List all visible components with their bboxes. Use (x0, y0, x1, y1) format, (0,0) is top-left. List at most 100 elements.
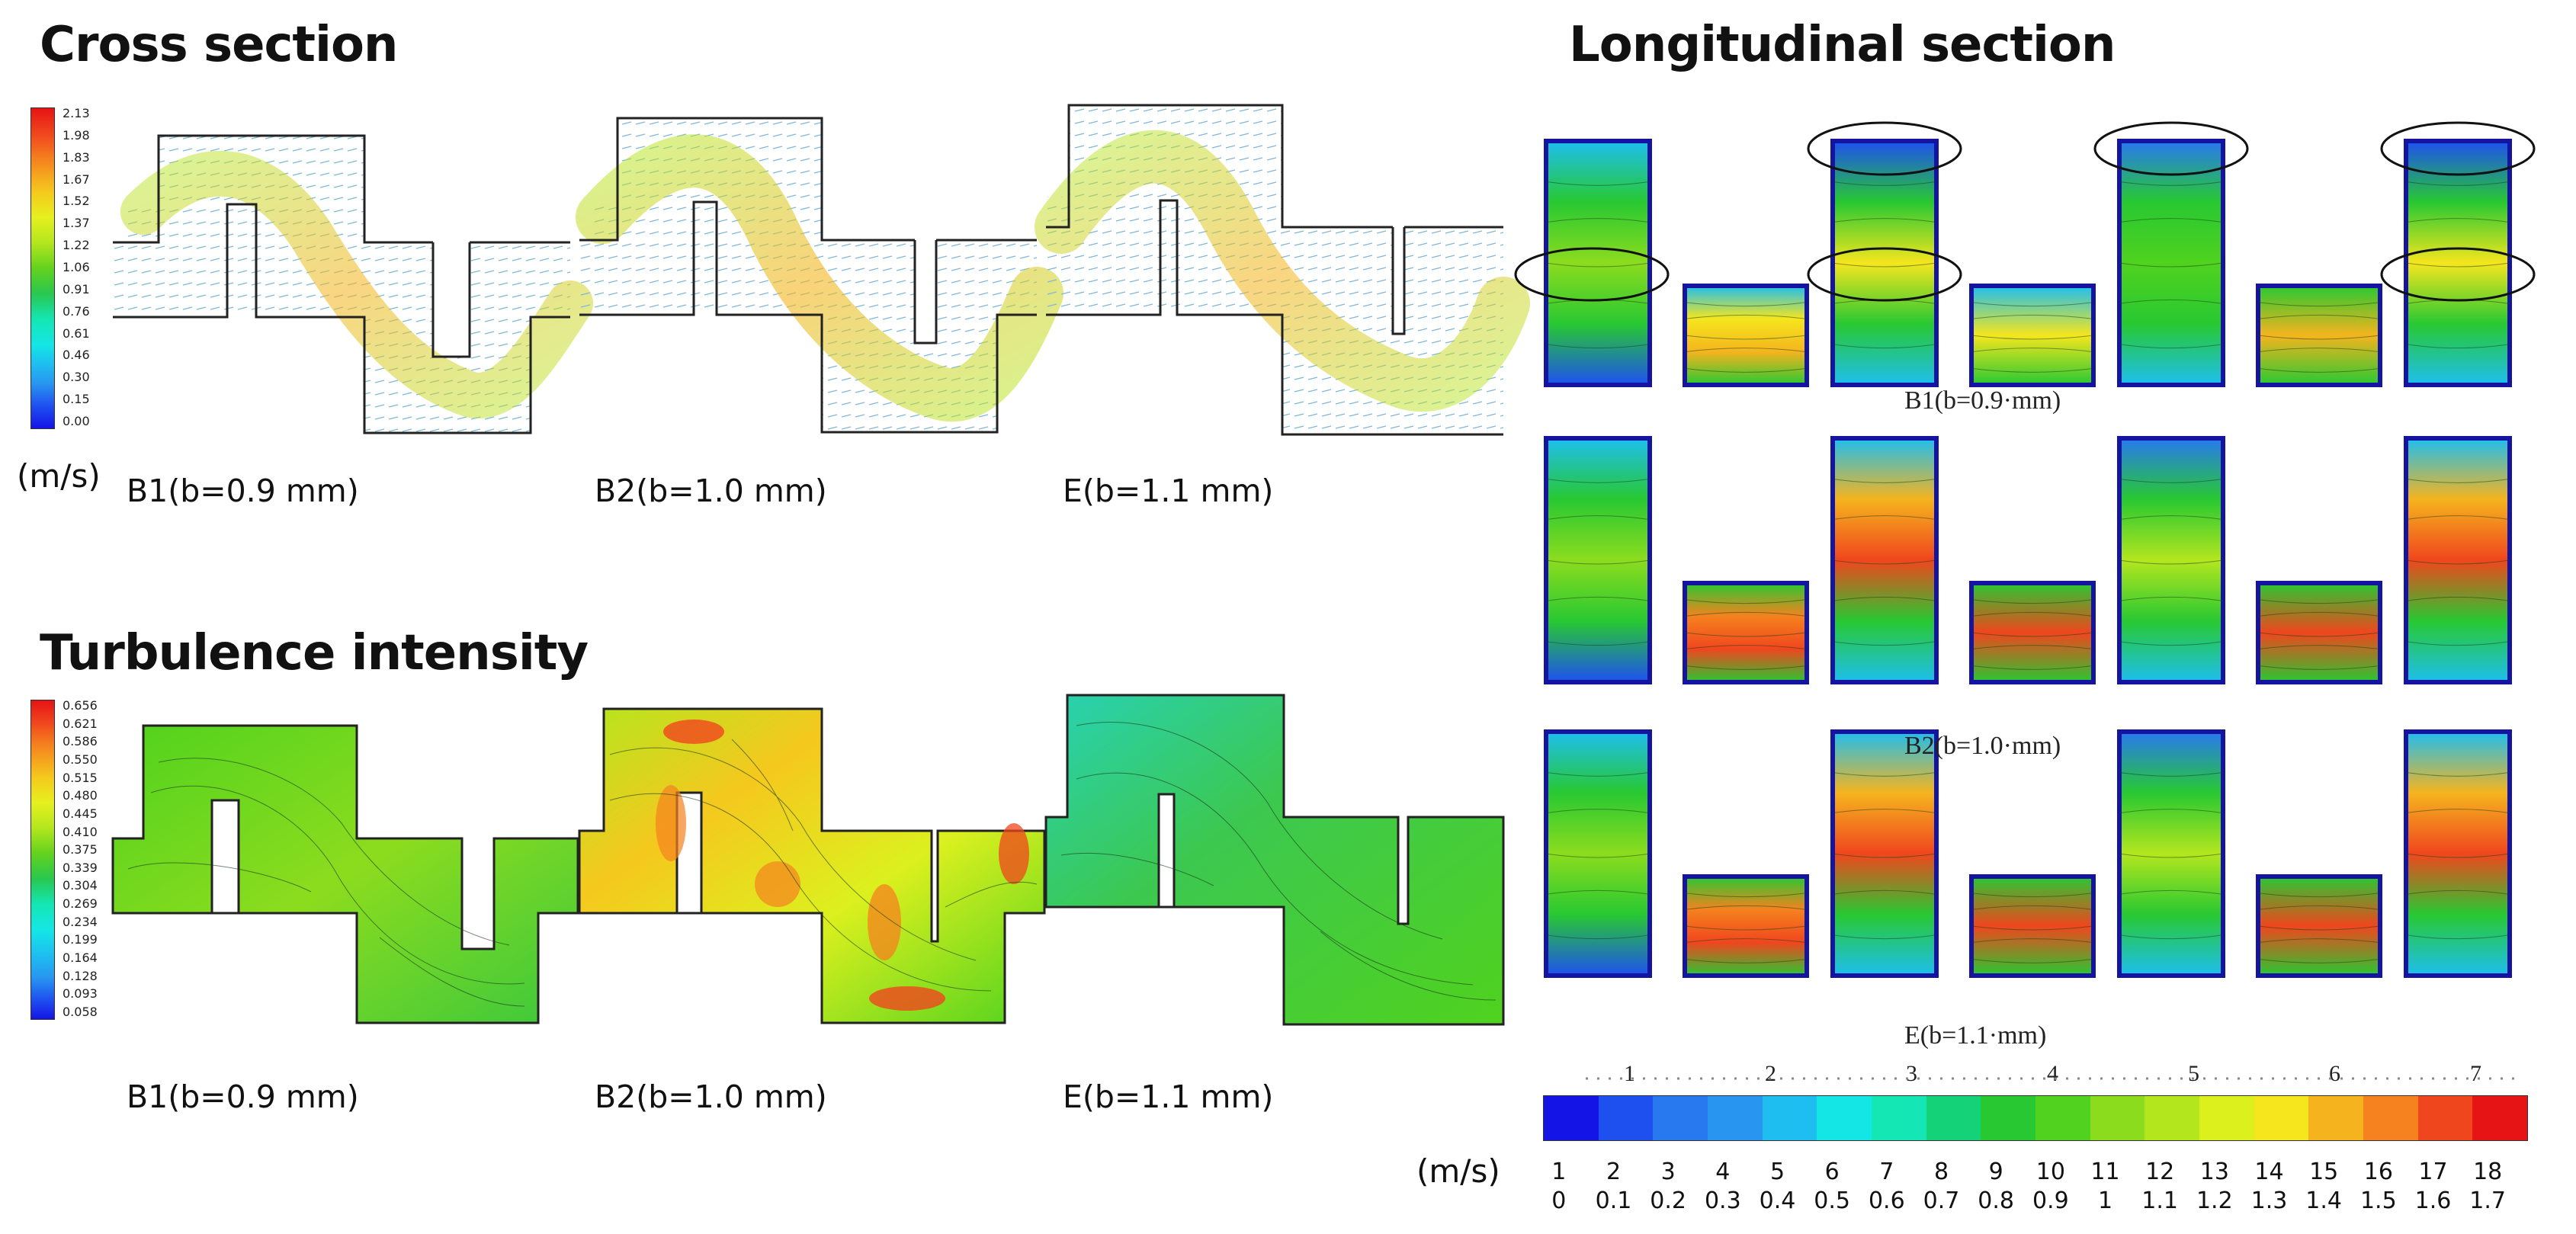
long-contour-line (2257, 599, 2381, 604)
long-colorbar-level: 15 (2309, 1159, 2339, 1185)
long-contour-line (2119, 262, 2224, 268)
turb_colorbar-tick: 0.199 (63, 932, 98, 947)
long-colorbar-swatch (2199, 1096, 2254, 1140)
long-caption-b2: B2(b=1.0·mm) (1904, 732, 2061, 760)
long-contour-line (2119, 299, 2224, 304)
long-contour-line (2119, 181, 2224, 186)
turb_colorbar-tick: 0.410 (63, 824, 98, 839)
long-contour-line (2405, 181, 2510, 186)
long-contour-line (2405, 889, 2510, 895)
long-colorbar-level: 10 (2035, 1159, 2065, 1185)
long-colorbar-level: 3 (1660, 1159, 1676, 1185)
long-contour-line (2405, 641, 2510, 646)
long-contour-line (1971, 665, 2094, 670)
longitudinal-panels (1514, 121, 2536, 978)
long-colorbar-value: 0.2 (1650, 1188, 1687, 1214)
long-contour-line (1684, 905, 1808, 910)
long-contour-line (1832, 771, 1937, 777)
long-section-block (2117, 729, 2225, 978)
long-colorbar-level: 5 (1769, 1159, 1785, 1185)
long-colorbar-swatch (2090, 1096, 2145, 1140)
long-contour-line (1684, 925, 1808, 931)
long-contour-line (2405, 262, 2510, 268)
long-colorbar-swatch (2035, 1096, 2090, 1140)
long-colorbar-level: 8 (1933, 1159, 1949, 1185)
long-colorbar-level: 2 (1606, 1159, 1622, 1185)
long-contour-line (1545, 889, 1651, 895)
cross_colorbar-tick: 1.37 (63, 216, 90, 231)
cross_colorbar-tick: 1.22 (63, 238, 90, 253)
turb-caption-b2: B2(b=1.0 mm) (595, 1079, 827, 1115)
cross_colorbar-tick: 1.67 (63, 171, 90, 187)
long-contour-line (2257, 905, 2381, 910)
turbulence-panel-e (1044, 694, 1505, 1026)
long-contour-line (1684, 645, 1808, 650)
long-section-block (1969, 284, 2096, 387)
long-colorbar-levels: 1 2 3 4 5 6 7 8 9 10 11 12 13 14 15 16 17 18 (1543, 1159, 2526, 1189)
long-colorbar-top-label: 2 (1765, 1061, 1776, 1086)
long-contour-line (1684, 938, 1808, 944)
long-colorbar-value: 1.5 (2359, 1188, 2397, 1214)
long-contour-line (1684, 314, 1808, 319)
long-contour-line (1971, 348, 2094, 353)
long-colorbar-top-label: 4 (2047, 1061, 2058, 1086)
long-contour-line (1545, 809, 1651, 814)
long-contour-line (1832, 641, 1937, 646)
long-contour-line (1832, 934, 1937, 940)
long-section-block (2404, 139, 2512, 387)
long-colorbar-level: 11 (2090, 1159, 2120, 1185)
long-colorbar-value: 1 (2097, 1188, 2113, 1214)
long-contour-line (1971, 958, 2094, 963)
highlight-ellipse (2380, 247, 2536, 302)
long-contour-line (1545, 853, 1651, 858)
long-contour-line (1832, 559, 1937, 565)
long-contour-line (1832, 262, 1937, 268)
long-colorbar-swatch (1544, 1096, 1599, 1140)
long-colorbar-swatch (1708, 1096, 1763, 1140)
long-contour-line (2119, 889, 2224, 895)
turb_colorbar-tick: 0.445 (63, 806, 98, 821)
long-colorbar-swatch (1981, 1096, 2036, 1140)
long-colorbar-value: 1.7 (2469, 1188, 2507, 1214)
long-contour-line (1971, 925, 2094, 931)
cross_colorbar-tick: 2.13 (63, 106, 90, 120)
long-contour-line (1832, 181, 1937, 186)
long-contour-line (1971, 632, 2094, 637)
long-contour-line (2119, 809, 2224, 814)
turb_colorbar-tick: 0.339 (63, 860, 98, 875)
turb_colorbar-tick: 0.234 (63, 914, 98, 929)
long-contour-line (2257, 367, 2381, 373)
long-contour-line (1684, 958, 1808, 963)
long-velocity-colorbar (1543, 1095, 2528, 1141)
long-contour-line (2257, 893, 2381, 898)
long-contour-line (1684, 367, 1808, 373)
long-colorbar-swatch (2417, 1096, 2473, 1140)
turb_colorbar-tick: 0.093 (63, 986, 98, 1002)
long-colorbar-value: 0.9 (2032, 1188, 2069, 1214)
long-contour-line (1684, 611, 1808, 617)
long-contour-line (1684, 665, 1808, 670)
long-contour-line (1684, 335, 1808, 340)
long-contour-line (1971, 645, 2094, 650)
long-contour-line (2119, 771, 2224, 777)
long-colorbar-level: 18 (2473, 1159, 2503, 1185)
long-colorbar-level: 13 (2199, 1159, 2229, 1185)
long-section-block (2404, 436, 2512, 684)
cross_colorbar-tick: 0.15 (63, 392, 90, 407)
long-colorbar-swatch (1653, 1096, 1708, 1140)
long-colorbar-top-label: 7 (2470, 1061, 2481, 1086)
long-contour-line (1971, 938, 2094, 944)
cross-panel-b1 (113, 134, 593, 434)
long-contour-line (2119, 934, 2224, 940)
long-colorbar-value: 0.6 (1868, 1188, 1905, 1214)
long-colorbar-top-label: 6 (2329, 1061, 2340, 1086)
turb_colorbar-tick: 0.550 (63, 752, 98, 767)
long-colorbar-level: 4 (1715, 1159, 1731, 1185)
long-contour-line (2119, 641, 2224, 646)
cross-panel-b2 (576, 117, 1063, 434)
long-contour-line (2257, 665, 2381, 670)
long-contour-line (2405, 934, 2510, 940)
highlight-ellipse (2093, 121, 2249, 176)
long-colorbar-swatch (2363, 1096, 2418, 1140)
turb_colorbar-tick: 0.304 (63, 878, 98, 893)
